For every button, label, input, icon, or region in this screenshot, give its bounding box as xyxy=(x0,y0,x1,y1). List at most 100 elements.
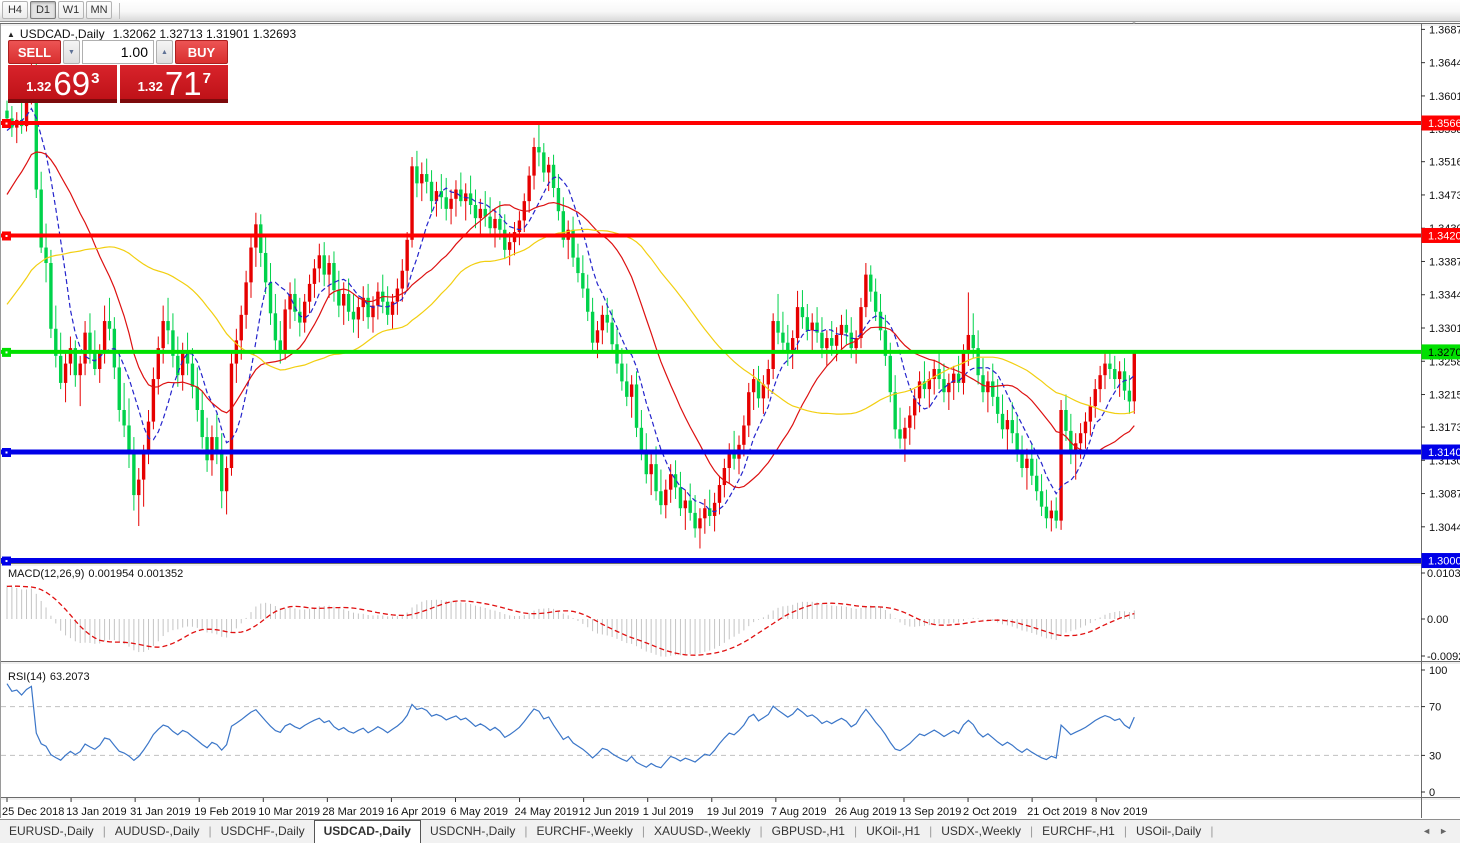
candle-body xyxy=(459,189,463,202)
candle-body xyxy=(429,181,434,202)
candle-body xyxy=(683,500,688,509)
candle-body xyxy=(815,322,819,333)
hline-handle-dot xyxy=(5,451,8,454)
tab-audusd-daily[interactable]: AUDUSD-,Daily xyxy=(114,824,200,838)
price-tag-1.30004 xyxy=(1421,553,1460,569)
sell-price-box[interactable]: 1.32 69 3 xyxy=(8,65,117,103)
candle-body xyxy=(346,293,351,312)
candle-body xyxy=(78,363,82,376)
price-tick-label: 1.35160 xyxy=(1429,157,1460,169)
candle-body xyxy=(317,255,322,269)
tab-gbpusd-h1[interactable]: GBPUSD-,H1 xyxy=(771,824,845,838)
tab-usdcnh-daily[interactable]: USDCNH-,Daily xyxy=(429,824,516,838)
volume-decrease-button[interactable]: ▼ xyxy=(63,40,80,64)
candle-body xyxy=(820,332,824,349)
candle-body xyxy=(361,297,365,308)
price-tag-label: 1.30004 xyxy=(1428,556,1460,568)
candle-body xyxy=(351,311,356,320)
candle-body xyxy=(307,283,312,302)
candle-body xyxy=(44,247,48,264)
date-tick-label: 26 Aug 2019 xyxy=(835,806,897,818)
candle-body xyxy=(151,379,156,422)
candle-body xyxy=(322,255,326,275)
candle-body xyxy=(625,381,629,397)
tab-scroll-left-icon[interactable]: ◄ xyxy=(1422,826,1432,836)
candle-body xyxy=(537,146,541,153)
price-tag-1.32701 xyxy=(1421,344,1460,360)
price-tag-1.31407 xyxy=(1421,444,1460,460)
tab-divider: | xyxy=(1030,824,1034,838)
tab-divider: | xyxy=(524,824,528,838)
collapse-triangle-icon[interactable]: ▲ xyxy=(7,30,15,39)
candle-body xyxy=(864,274,868,308)
candle-body xyxy=(712,502,717,516)
candle-body xyxy=(1034,475,1039,492)
candle-body xyxy=(302,301,307,323)
volume-increase-button[interactable]: ▲ xyxy=(156,40,173,64)
candle-body xyxy=(517,220,522,233)
candle-body xyxy=(400,270,404,289)
candle-body xyxy=(63,363,68,383)
tab-divider: | xyxy=(759,824,763,838)
tab-eurchf-weekly[interactable]: EURCHF-,Weekly xyxy=(536,824,633,838)
candle-body xyxy=(137,479,141,496)
candle-body xyxy=(761,384,766,399)
candle-body xyxy=(664,489,668,506)
candle-body xyxy=(371,305,375,318)
candle-body xyxy=(366,297,370,318)
candle-body xyxy=(834,334,839,346)
timeframe-button-h4[interactable]: H4 xyxy=(2,1,28,19)
hline-handle-dot xyxy=(5,560,8,563)
candle-body xyxy=(141,454,146,480)
candle-body xyxy=(966,334,971,354)
candle-body xyxy=(161,321,165,349)
candle-body xyxy=(332,263,336,291)
tab-ukoil-h1[interactable]: UKOil-,H1 xyxy=(866,824,921,838)
price-tag-label: 1.31407 xyxy=(1428,447,1460,459)
timeframe-button-w1[interactable]: W1 xyxy=(58,1,84,19)
candle-body xyxy=(1117,371,1122,380)
candle-body xyxy=(1132,352,1136,402)
tab-usdcad-daily[interactable]: USDCAD-,Daily xyxy=(313,820,421,843)
tab-xauusd-weekly[interactable]: XAUUSD-,Weekly xyxy=(654,824,751,838)
tab-eurchf-h1[interactable]: EURCHF-,H1 xyxy=(1042,824,1115,838)
candle-body xyxy=(917,381,922,399)
candle-body xyxy=(790,338,795,354)
tab-usdx-weekly[interactable]: USDX-,Weekly xyxy=(941,824,1022,838)
candle-body xyxy=(1030,458,1034,476)
tab-usoil-daily[interactable]: USOil-,Daily xyxy=(1135,824,1202,838)
tab-usdchf-daily[interactable]: USDCHF-,Daily xyxy=(220,824,305,838)
candle-body xyxy=(869,274,873,292)
candle-body xyxy=(498,218,502,230)
candle-body xyxy=(698,518,702,529)
candle-body xyxy=(878,311,883,331)
volume-input[interactable] xyxy=(82,40,154,64)
candle-body xyxy=(995,396,1000,414)
rsi-name: RSI(14) xyxy=(8,671,46,683)
price-tick-label: 1.31730 xyxy=(1429,422,1460,434)
timeframe-button-d1[interactable]: D1 xyxy=(30,1,56,19)
candle-body xyxy=(434,191,439,202)
candle-body xyxy=(825,338,829,349)
candle-body xyxy=(439,191,444,198)
tab-scroll-right-icon[interactable]: ► xyxy=(1439,826,1448,836)
date-tick-label: 28 Mar 2019 xyxy=(322,806,384,818)
buy-button[interactable]: BUY xyxy=(175,40,228,64)
sell-price-pipette: 3 xyxy=(91,70,100,87)
buy-price-box[interactable]: 1.32 71 7 xyxy=(119,65,228,103)
tab-divider: | xyxy=(1123,824,1127,838)
candle-body xyxy=(24,92,29,127)
timeframe-button-mn[interactable]: MN xyxy=(86,1,112,19)
buy-price-big: 71 xyxy=(164,65,202,102)
price-tag-label: 1.34206 xyxy=(1428,230,1460,242)
candle-body xyxy=(1010,420,1014,434)
candle-body xyxy=(288,293,292,310)
candle-body xyxy=(342,293,346,306)
candle-body xyxy=(976,348,980,376)
candle-body xyxy=(424,174,429,182)
symbol-title: USDCAD-,Daily xyxy=(19,27,105,41)
tab-eurusd-daily[interactable]: EURUSD-,Daily xyxy=(9,824,94,838)
tab-divider: | xyxy=(641,824,646,838)
sell-button[interactable]: SELL xyxy=(8,40,61,64)
